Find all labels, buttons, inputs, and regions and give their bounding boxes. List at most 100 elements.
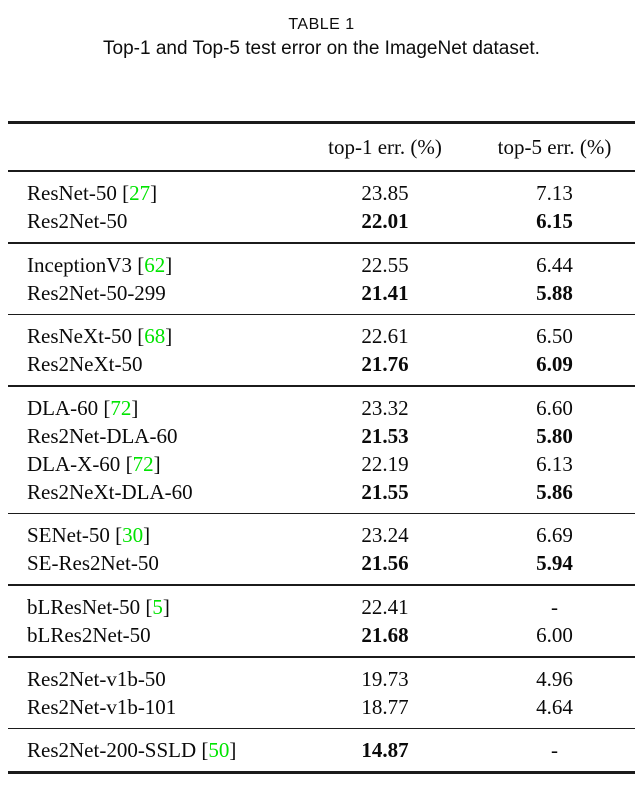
top1-value: 21.68: [361, 622, 409, 647]
top5-value: 6.50: [536, 324, 573, 349]
table-rule-section: [8, 727, 635, 730]
table-group: Res2Net-200-SSLD [50] 14.87 -: [8, 729, 635, 771]
method-name: Res2Net-v1b-50: [27, 666, 166, 691]
results-table: top-1 err. (%) top-5 err. (%) ResNet-50 …: [8, 121, 635, 775]
table-rule-section: [8, 584, 635, 586]
top5-value: 6.69: [536, 523, 573, 548]
table-rule-top: [8, 121, 635, 124]
table-rule-header: [8, 170, 635, 172]
top5-value: 5.88: [536, 280, 573, 305]
top5-value: -: [551, 594, 558, 619]
table-row: SE-Res2Net-50 21.56 5.94: [8, 549, 635, 577]
top5-value: 5.94: [536, 551, 573, 576]
method-cell: bLResNet-50 [5]: [27, 594, 170, 619]
method-name: bLResNet-50: [27, 594, 141, 619]
table-group: ResNet-50 [27] 23.85 7.13 Res2Net-50 22.01 6.…: [8, 172, 635, 242]
table-rule-section: [8, 512, 635, 515]
top1-value: 21.53: [361, 423, 409, 448]
top1-value: 22.19: [361, 451, 409, 476]
top5-value: 6.44: [536, 252, 573, 277]
method-name: DLA-X-60: [27, 451, 121, 476]
method-name: Res2NeXt-50: [27, 352, 143, 377]
top1-value: 23.85: [361, 181, 409, 205]
method-cell: SENet-50 [30]: [27, 523, 151, 548]
table-row: ResNeXt-50 [68] 22.61 6.50: [8, 322, 635, 350]
top1-value: 21.41: [361, 280, 409, 305]
top5-value: 6.00: [536, 622, 573, 647]
top1-value: 21.55: [361, 479, 409, 504]
table-row: bLResNet-50 [5] 22.41 -: [8, 593, 635, 621]
table-row: ResNet-50 [27] 23.85 7.13: [8, 179, 635, 207]
table-rule-section: [8, 655, 635, 658]
citation-ref[interactable]: 72: [110, 395, 132, 420]
method-cell: Res2Net-DLA-60: [8, 422, 296, 450]
citation-ref[interactable]: 27: [129, 181, 151, 205]
table-row: bLRes2Net-50 21.68 6.00: [8, 621, 635, 649]
top1-value: 22.61: [361, 324, 409, 349]
method-name: InceptionV3: [27, 252, 132, 277]
table-row: DLA-X-60 [72] 22.19 6.13: [8, 450, 635, 478]
top5-value: 7.13: [536, 181, 573, 205]
table-caption-label: TABLE 1: [288, 16, 355, 33]
table-row: Res2Net-v1b-101 18.77 4.64: [8, 693, 635, 721]
table-row: Res2NeXt-DLA-60 21.55 5.86: [8, 478, 635, 506]
table-group: DLA-60 [72] 23.32 6.60 Res2Net-DLA-60 21.53 5…: [8, 387, 635, 513]
table-row: Res2Net-200-SSLD [50] 14.87 -: [8, 736, 635, 764]
method-cell: Res2NeXt-DLA-60: [8, 478, 296, 506]
method-name: Res2Net-DLA-60: [27, 423, 178, 448]
citation-ref[interactable]: 62: [144, 252, 166, 277]
top1-value: 21.76: [361, 352, 409, 377]
method-cell: ResNeXt-50 [68]: [27, 324, 173, 349]
top5-value: -: [551, 738, 558, 763]
table-group: InceptionV3 [62] 22.55 6.44 Res2Net-50-299 2…: [8, 244, 635, 314]
table-group: bLResNet-50 [5] 22.41 - bLRes2Net-50 21.68 6.…: [8, 586, 635, 656]
top5-value: 5.86: [536, 479, 573, 504]
top1-value: 22.41: [361, 594, 409, 619]
method-name: bLRes2Net-50: [27, 622, 151, 647]
table-header-row: top-1 err. (%) top-5 err. (%): [8, 124, 635, 170]
citation-ref[interactable]: 72: [132, 451, 154, 476]
table-rule-section: [8, 313, 635, 316]
top1-value: 19.73: [361, 666, 409, 691]
method-cell: InceptionV3 [62]: [27, 252, 173, 277]
method-cell: SE-Res2Net-50: [8, 549, 296, 577]
method-cell: Res2Net-v1b-50: [8, 665, 296, 693]
table-row: Res2NeXt-50 21.76 6.09: [8, 350, 635, 378]
method-cell: ResNet-50 [27]: [27, 181, 158, 205]
header-top5-cell: top-5 err. (%): [497, 134, 612, 159]
top5-value: 6.15: [536, 209, 573, 233]
top1-value: 23.24: [361, 523, 409, 548]
top5-value: 6.13: [536, 451, 573, 476]
citation-ref[interactable]: 50: [208, 738, 230, 763]
top1-value: 21.56: [361, 551, 409, 576]
top1-value: 23.32: [361, 395, 409, 420]
top5-value: 6.60: [536, 395, 573, 420]
method-name: ResNet-50: [27, 181, 117, 205]
table-group: SENet-50 [30] 23.24 6.69 SE-Res2Net-50 21.56…: [8, 514, 635, 584]
citation-ref[interactable]: 30: [122, 523, 144, 548]
citation-ref[interactable]: 5: [152, 594, 163, 619]
citation-ref[interactable]: 68: [144, 324, 166, 349]
top1-value: 14.87: [361, 738, 409, 763]
method-name: ResNeXt-50: [27, 324, 132, 349]
method-cell: Res2Net-v1b-101: [8, 693, 296, 721]
table-rule-bottom: [8, 771, 635, 775]
method-name: SE-Res2Net-50: [27, 551, 159, 576]
table-group: Res2Net-v1b-50 19.73 4.96 Res2Net-v1b-101 18…: [8, 658, 635, 728]
method-cell: DLA-X-60 [72]: [27, 451, 161, 476]
top1-value: 22.01: [361, 209, 409, 233]
top1-value: 22.55: [361, 252, 409, 277]
table-row: SENet-50 [30] 23.24 6.69: [8, 521, 635, 549]
table-groups: ResNet-50 [27] 23.85 7.13 Res2Net-50 22.01 6.…: [8, 172, 635, 775]
top5-value: 4.96: [536, 666, 573, 691]
method-cell: bLRes2Net-50: [8, 621, 296, 649]
table-rule-section: [8, 242, 635, 244]
table-row: Res2Net-50 22.01 6.15: [8, 207, 635, 235]
header-top1-cell: top-1 err. (%): [328, 134, 442, 159]
method-cell: DLA-60 [72]: [27, 395, 139, 420]
table-row: Res2Net-v1b-50 19.73 4.96: [8, 665, 635, 693]
top5-value: 6.09: [536, 352, 573, 377]
table-row: InceptionV3 [62] 22.55 6.44: [8, 251, 635, 279]
method-name: DLA-60: [27, 395, 99, 420]
